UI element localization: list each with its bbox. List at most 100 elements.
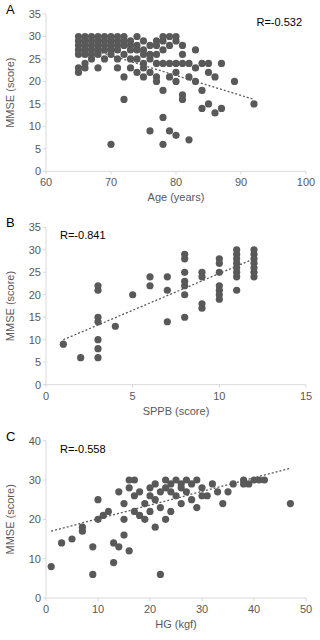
- point: [133, 55, 140, 62]
- x-tick-label: 100: [297, 176, 315, 188]
- point: [146, 42, 153, 49]
- x-axis: [46, 598, 306, 599]
- x-tick: [254, 598, 255, 601]
- x-axis-label: SPPB (score): [143, 405, 210, 417]
- point: [75, 51, 82, 58]
- point: [126, 484, 133, 491]
- point: [167, 508, 174, 515]
- point: [114, 46, 121, 53]
- point: [81, 51, 88, 58]
- point: [179, 42, 186, 49]
- point: [133, 46, 140, 53]
- x-tick: [111, 171, 112, 174]
- point: [205, 69, 212, 76]
- point: [192, 64, 199, 71]
- y-tick-label: 10: [29, 553, 41, 565]
- x-tick: [219, 385, 220, 388]
- point: [164, 287, 171, 294]
- point: [261, 476, 268, 483]
- trendline: [79, 45, 255, 99]
- point: [157, 504, 164, 511]
- point: [120, 51, 127, 58]
- point: [211, 109, 218, 116]
- point: [205, 100, 212, 107]
- point: [181, 282, 188, 289]
- point: [181, 255, 188, 262]
- point: [198, 484, 205, 491]
- point: [81, 64, 88, 71]
- point: [140, 73, 147, 80]
- y-axis-label: MMSE (score): [4, 484, 16, 554]
- y-tick-label: 15: [29, 311, 41, 323]
- panel-label: C: [6, 429, 15, 444]
- point: [115, 543, 122, 550]
- point: [89, 571, 96, 578]
- point: [192, 46, 199, 53]
- point: [120, 531, 127, 538]
- point: [183, 488, 190, 495]
- point: [152, 480, 159, 487]
- x-tick: [241, 171, 242, 174]
- point: [166, 33, 173, 40]
- point: [185, 73, 192, 80]
- point: [48, 563, 55, 570]
- point: [94, 287, 101, 294]
- point: [112, 323, 119, 330]
- x-tick-label: 70: [105, 176, 117, 188]
- y-tick-label: 15: [29, 98, 41, 110]
- point: [198, 60, 205, 67]
- x-tick-label: 15: [300, 390, 312, 402]
- x-tick-label: 5: [130, 390, 136, 402]
- y-tick: [43, 294, 46, 295]
- y-axis: [46, 14, 47, 171]
- y-tick-label: 35: [29, 221, 41, 233]
- point: [105, 508, 112, 515]
- y-tick: [43, 519, 46, 520]
- point: [136, 488, 143, 495]
- y-tick: [43, 14, 46, 15]
- point: [129, 291, 136, 298]
- point: [120, 96, 127, 103]
- point: [214, 488, 221, 495]
- x-tick: [306, 385, 307, 388]
- point: [193, 476, 200, 483]
- point: [114, 64, 121, 71]
- point: [159, 114, 166, 121]
- y-tick-label: 30: [29, 474, 41, 486]
- point: [126, 547, 133, 554]
- point: [181, 269, 188, 276]
- point: [127, 46, 134, 53]
- x-tick-label: 40: [248, 603, 260, 615]
- point: [185, 136, 192, 143]
- point: [172, 78, 179, 85]
- point: [58, 539, 65, 546]
- plot-area: [60, 246, 258, 361]
- point: [146, 55, 153, 62]
- point: [198, 87, 205, 94]
- y-tick: [43, 36, 46, 37]
- annotation: R=-0.558: [60, 443, 106, 455]
- point: [185, 60, 192, 67]
- point: [218, 60, 225, 67]
- point: [231, 78, 238, 85]
- panel: C01020304001020304050HG (kgf)MMSE (score…: [4, 429, 312, 630]
- point: [75, 69, 82, 76]
- point: [153, 51, 160, 58]
- point: [79, 528, 86, 535]
- point: [157, 571, 164, 578]
- y-axis-label: MMSE (score): [4, 271, 16, 341]
- y-tick: [43, 58, 46, 59]
- point: [120, 73, 127, 80]
- point: [198, 105, 205, 112]
- point: [209, 480, 216, 487]
- x-axis: [46, 384, 306, 385]
- y-tick-label: 30: [29, 30, 41, 42]
- point: [127, 64, 134, 71]
- point: [107, 141, 114, 148]
- y-tick-label: 30: [29, 244, 41, 256]
- x-tick: [150, 598, 151, 601]
- y-tick: [43, 339, 46, 340]
- point: [101, 55, 108, 62]
- point: [287, 500, 294, 507]
- point: [94, 496, 101, 503]
